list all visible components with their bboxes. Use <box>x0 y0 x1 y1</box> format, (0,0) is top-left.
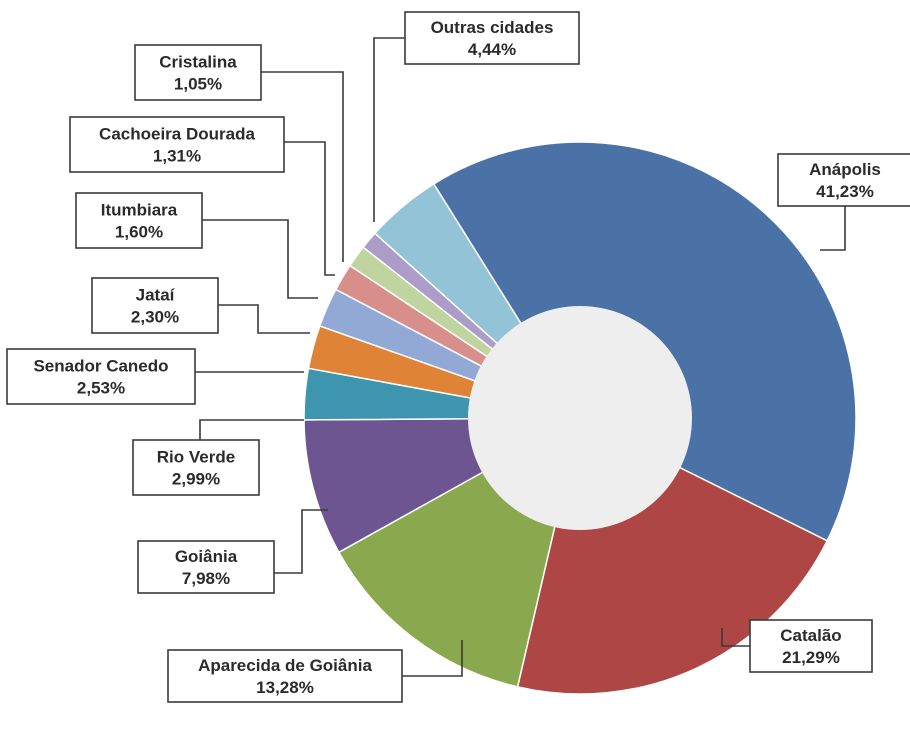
value-label: 7,98% <box>182 569 230 588</box>
label-aparecida-de-goiania: Aparecida de Goiânia 13,28% <box>167 649 403 703</box>
leader-itumbiara <box>202 219 318 299</box>
category-label: Anápolis <box>809 160 881 179</box>
label-box <box>777 153 910 207</box>
category-label: Cristalina <box>159 53 237 72</box>
label-box <box>6 348 196 405</box>
label-box <box>404 11 580 65</box>
label-catalao: Catalão 21,29% <box>749 619 873 673</box>
label-box <box>749 619 873 673</box>
label-box <box>75 192 203 249</box>
leader-cachoeira-dourada <box>284 141 335 276</box>
value-label: 1,31% <box>153 147 201 166</box>
label-box <box>137 540 275 594</box>
label-box <box>134 44 262 101</box>
value-label: 41,23% <box>816 182 874 201</box>
value-label: 1,05% <box>174 75 222 94</box>
category-label: Cachoeira Dourada <box>99 125 255 144</box>
category-label: Jataí <box>136 286 176 305</box>
donut-center <box>468 306 692 530</box>
label-box <box>91 277 219 334</box>
label-box <box>167 649 403 703</box>
label-box <box>69 116 285 173</box>
category-label: Goiânia <box>175 547 238 566</box>
category-label: Catalão <box>780 626 841 645</box>
category-label: Rio Verde <box>157 448 235 467</box>
value-label: 21,29% <box>782 648 840 667</box>
leader-aparecida-de-goiania <box>402 640 463 677</box>
category-label: Outras cidades <box>431 18 554 37</box>
value-label: 13,28% <box>256 678 314 697</box>
label-anapolis: Anápolis 41,23% <box>777 153 910 207</box>
category-label: Senador Canedo <box>33 357 168 376</box>
label-outras-cidades: Outras cidades 4,44% <box>404 11 580 65</box>
category-label: Itumbiara <box>101 201 178 220</box>
category-label: Aparecida de Goiânia <box>198 656 372 675</box>
leader-catalao <box>721 628 750 647</box>
label-senador-canedo: Senador Canedo 2,53% <box>6 348 196 405</box>
value-label: 2,30% <box>131 308 179 327</box>
leader-outras-cidades <box>373 37 405 222</box>
value-label: 1,60% <box>115 223 163 242</box>
leader-jatai <box>218 304 310 334</box>
label-cristalina: Cristalina 1,05% <box>134 44 262 101</box>
label-rio-verde: Rio Verde 2,99% <box>132 439 260 496</box>
label-cachoeira-dourada: Cachoeira Dourada 1,31% <box>69 116 285 173</box>
label-box <box>132 439 260 496</box>
leader-rio-verde <box>199 419 304 440</box>
label-itumbiara: Itumbiara 1,60% <box>75 192 203 249</box>
leader-lines <box>195 37 846 677</box>
leader-goiania <box>274 509 328 574</box>
label-jatai: Jataí 2,30% <box>91 277 219 334</box>
leader-anapolis <box>820 206 846 251</box>
value-label: 2,53% <box>77 379 125 398</box>
slice-labels: Anápolis 41,23% Catalão 21,29% Aparecida de … <box>6 11 910 703</box>
label-goiania: Goiânia 7,98% <box>137 540 275 594</box>
value-label: 2,99% <box>172 470 220 489</box>
value-label: 4,44% <box>468 40 516 59</box>
leader-cristalina <box>261 71 344 262</box>
